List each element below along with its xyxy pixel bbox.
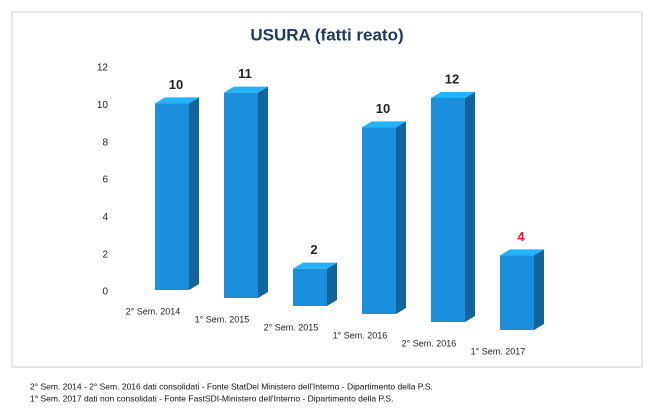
x-tick-label: 1° Sem. 2015 <box>195 314 250 324</box>
bar <box>224 92 258 299</box>
bar-top <box>293 262 337 269</box>
x-tick-label: 2° Sem. 2014 <box>126 306 181 316</box>
bar-side <box>465 92 475 322</box>
bar-top <box>155 97 199 104</box>
bar-side <box>534 249 544 330</box>
y-tick-label: 10 <box>97 100 109 111</box>
bar <box>431 98 465 322</box>
bar-side <box>189 97 199 290</box>
value-label: 12 <box>445 71 459 86</box>
y-tick-label: 0 <box>102 287 108 298</box>
value-label: 2 <box>310 242 317 257</box>
y-tick-label: 4 <box>102 212 108 223</box>
y-tick-label: 6 <box>102 175 108 186</box>
bar-side <box>327 262 337 306</box>
value-label: 11 <box>238 66 252 81</box>
bar-side <box>396 121 406 314</box>
bar <box>500 255 534 330</box>
bar-top <box>362 121 406 128</box>
bar-top <box>224 86 268 93</box>
value-label: 4 <box>517 229 525 244</box>
note: 1° Sem. 2017 dati non consolidati - Font… <box>30 393 393 403</box>
x-tick-label: 2° Sem. 2015 <box>264 322 319 332</box>
value-label: 10 <box>169 77 183 92</box>
bar <box>293 268 327 306</box>
y-tick-label: 12 <box>97 63 109 74</box>
value-label: 10 <box>376 101 390 116</box>
x-tick-label: 1° Sem. 2017 <box>471 346 526 356</box>
note: 2° Sem. 2014 - 2° Sem. 2016 dati consoli… <box>30 381 433 391</box>
x-tick-label: 2° Sem. 2016 <box>402 338 457 348</box>
chart-title: USURA (fatti reato) <box>250 25 403 44</box>
bar <box>155 103 189 290</box>
bar-top <box>500 249 544 256</box>
y-tick-label: 8 <box>102 137 108 148</box>
x-tick-label: 1° Sem. 2016 <box>333 330 388 340</box>
bar-top <box>431 92 475 98</box>
bar-side <box>258 86 268 299</box>
y-tick-label: 2 <box>102 249 108 260</box>
bar <box>362 127 396 314</box>
